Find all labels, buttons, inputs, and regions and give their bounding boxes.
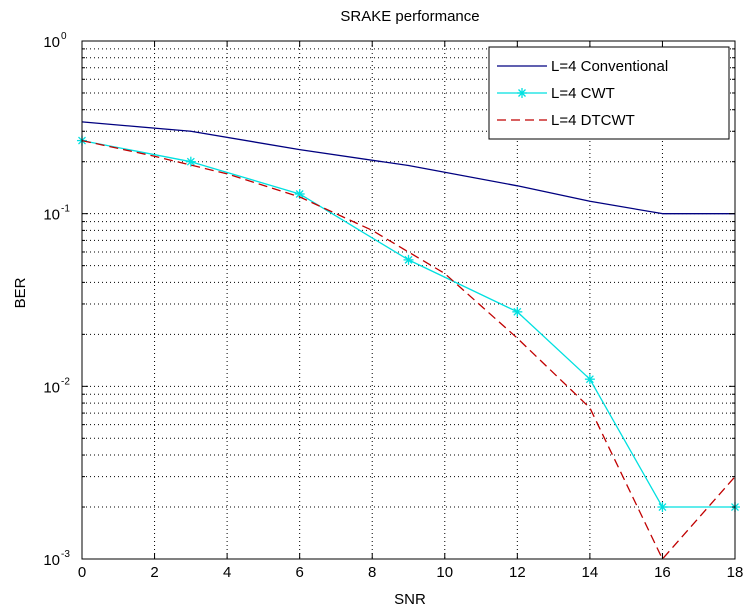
y-tick-label: 10	[43, 207, 60, 224]
x-tick-label: 6	[295, 564, 303, 581]
data-point-star	[294, 188, 305, 199]
y-tick-exponent: -1	[61, 204, 70, 215]
x-tick-label: 10	[436, 564, 453, 581]
y-tick-exponent: -3	[61, 549, 70, 560]
data-point-star	[512, 306, 523, 317]
y-tick-base: 10	[43, 379, 60, 396]
chart-title: SRAKE performance	[340, 8, 479, 25]
x-tick-label: 16	[654, 564, 671, 581]
x-tick-label: 8	[368, 564, 376, 581]
y-tick-exponent: -2	[61, 376, 70, 387]
star-stroke	[518, 89, 526, 97]
star-stroke	[585, 375, 594, 384]
y-axis-title: BER	[12, 277, 29, 308]
star-stroke	[295, 190, 304, 198]
plot-frame	[81, 40, 736, 560]
y-tick-label: 10	[43, 552, 60, 569]
legend: L=4 Conventional L=4 CWT L=4 DTCWT	[488, 46, 730, 140]
x-tick-label: 12	[509, 564, 526, 581]
y-tick-base: 10	[43, 34, 60, 51]
legend-label-1: L=4 CWT	[551, 85, 615, 102]
data-point-star	[517, 88, 527, 98]
x-tick-label: 0	[78, 564, 86, 581]
y-tick-base: 10	[43, 207, 60, 224]
x-axis-title: SNR	[394, 591, 426, 608]
y-tick-exponent: 0	[61, 31, 67, 42]
x-tick-label: 2	[150, 564, 158, 581]
star-stroke	[658, 503, 667, 511]
series-layer	[77, 121, 740, 560]
y-tick-label: 10	[43, 379, 60, 396]
legend-label-2: L=4 DTCWT	[551, 112, 635, 129]
legend-label-0: L=4 Conventional	[551, 58, 668, 75]
star-stroke	[404, 255, 413, 264]
data-point-star	[584, 374, 595, 385]
data-point-star	[657, 502, 668, 513]
x-tick-label: 4	[223, 564, 231, 581]
star-stroke	[186, 157, 195, 166]
series-line-1	[81, 139, 735, 508]
y-tick-base: 10	[43, 552, 60, 569]
y-tick-label: 10	[43, 34, 60, 51]
series-line-0	[81, 121, 735, 215]
x-tick-label: 14	[582, 564, 599, 581]
star-stroke	[513, 307, 522, 316]
data-point-star	[403, 254, 414, 265]
data-point-star	[185, 156, 196, 167]
x-tick-label: 18	[727, 564, 744, 581]
